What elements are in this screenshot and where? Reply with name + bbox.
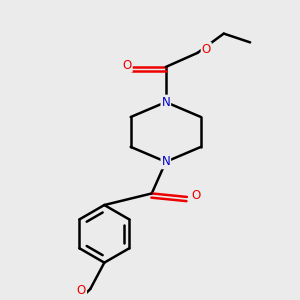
Text: O: O [77,284,86,297]
Text: N: N [161,96,170,109]
Text: O: O [202,43,211,56]
Text: O: O [122,59,132,72]
Text: O: O [191,189,200,202]
Text: N: N [161,155,170,168]
